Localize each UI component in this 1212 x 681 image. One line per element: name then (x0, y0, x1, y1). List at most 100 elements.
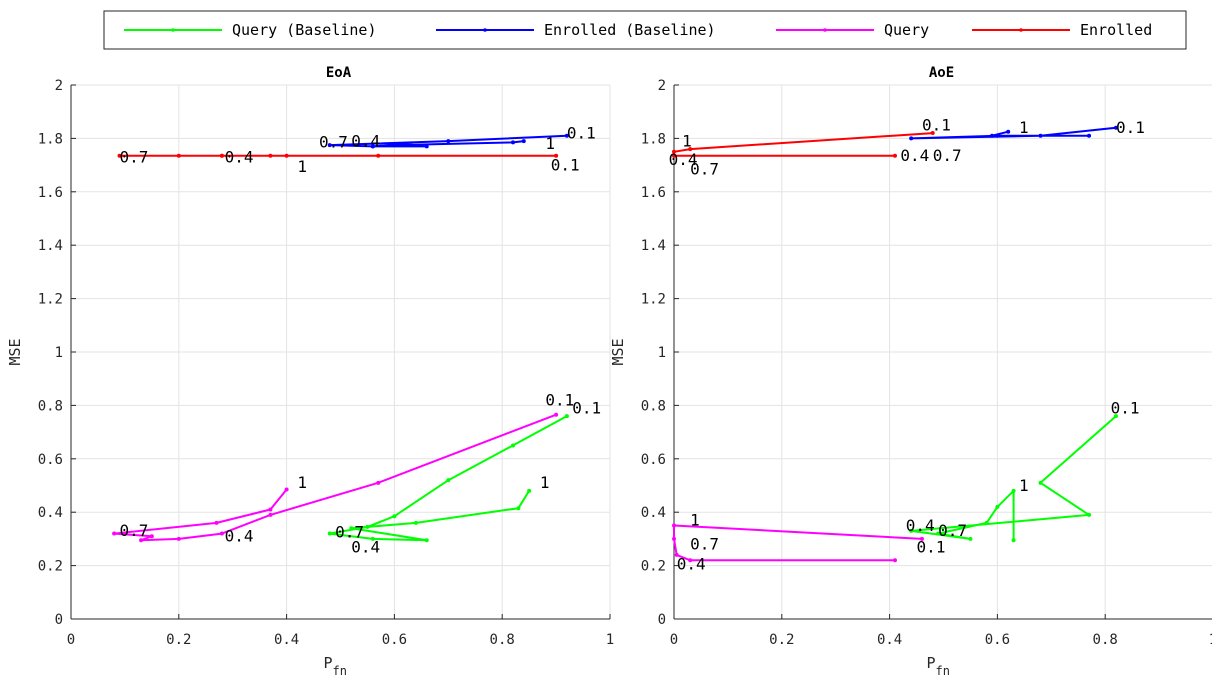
x-tick-label: 0.4 (274, 632, 299, 648)
legend-marker-enrolled-baseline (483, 28, 487, 32)
y-tick-label: 0.8 (641, 398, 666, 414)
data-point-query-baseline (424, 538, 429, 543)
data-point-query (554, 412, 559, 417)
x-tick-label: 0.2 (769, 632, 794, 648)
y-tick-label: 1.2 (38, 292, 63, 308)
point-annotation: 0.1 (551, 155, 580, 174)
data-point-enrolled-baseline (995, 133, 1000, 138)
point-annotation: 0.1 (1111, 398, 1140, 417)
x-tick-label: 0.6 (985, 632, 1010, 648)
series-query-baseline (327, 414, 569, 543)
data-point-query-baseline (446, 478, 451, 483)
x-axis-label-subscript: fn (936, 664, 950, 678)
point-annotation: 1 (690, 511, 700, 530)
x-tick-label: 0.4 (877, 632, 902, 648)
legend: Query (Baseline) Enrolled (Baseline) Que… (103, 10, 1187, 50)
series-query-baseline (909, 414, 1118, 543)
data-point-enrolled (930, 131, 935, 136)
point-annotation: 0.1 (572, 398, 601, 417)
data-point-query-baseline (349, 526, 354, 531)
data-point-enrolled (688, 147, 693, 152)
point-annotation: 0.4 (225, 527, 254, 546)
chart-title: EoA (326, 65, 352, 81)
data-point-query (688, 558, 693, 563)
y-tick-label: 1.2 (641, 292, 666, 308)
legend-label-query: Query (884, 21, 929, 39)
data-point-enrolled-baseline (564, 133, 569, 138)
data-point-enrolled-baseline (446, 139, 451, 144)
x-tick-label: 1 (606, 632, 614, 648)
y-tick-label: 1.8 (641, 131, 666, 147)
y-tick-label: 0 (658, 612, 666, 628)
data-point-query-baseline (995, 504, 1000, 509)
y-tick-label: 1 (658, 345, 666, 361)
point-annotation: 0.7 (938, 521, 967, 540)
data-point-query-baseline (564, 414, 569, 419)
data-point-query-baseline (413, 520, 418, 525)
point-annotation: 0.4 (906, 516, 935, 535)
chart-title: AoE (929, 65, 954, 81)
y-tick-label: 1.4 (38, 238, 63, 254)
point-annotation: 1 (297, 473, 307, 492)
data-point-enrolled (268, 153, 273, 158)
y-tick-label: 0.6 (641, 452, 666, 468)
data-point-enrolled (117, 153, 122, 158)
data-point-query (672, 523, 676, 528)
data-point-enrolled-baseline (424, 144, 429, 149)
point-annotation: 0.1 (545, 390, 574, 409)
plot-eoa: 0 0.2 0.4 0.6 0.8 1 0 0.2 0.4 0.6 0.8 1 1.2 1.4 1.6 1.8… (6, 65, 614, 678)
y-tick-label: 1.6 (38, 185, 63, 201)
point-annotation: 0.7 (933, 146, 962, 165)
data-point-enrolled (376, 153, 381, 158)
data-point-query (892, 558, 897, 563)
y-tick-label: 0.6 (38, 452, 63, 468)
point-annotation: 1 (545, 134, 555, 153)
y-tick-label: 0.4 (641, 505, 666, 521)
data-point-enrolled (284, 153, 289, 158)
data-point-enrolled-baseline (909, 136, 914, 141)
data-point-enrolled-baseline (1006, 129, 1011, 134)
point-annotation: 0.4 (677, 555, 706, 574)
point-annotation: 0.1 (922, 115, 951, 134)
data-point-query-baseline (984, 520, 989, 525)
y-tick-label: 1.8 (38, 131, 63, 147)
series-enrolled (117, 153, 559, 158)
legend-marker-query-baseline (171, 28, 175, 32)
data-point-query-baseline (968, 536, 973, 541)
data-point-query (919, 536, 924, 541)
point-annotation: 1 (682, 131, 692, 150)
data-point-enrolled-baseline (521, 139, 526, 144)
data-point-query-baseline (1011, 538, 1016, 543)
y-tick-label: 2 (658, 78, 666, 94)
point-annotation: 1 (1019, 118, 1029, 137)
data-point-enrolled (672, 149, 676, 154)
grid (70, 84, 611, 620)
y-tick-label: 0.2 (38, 559, 63, 575)
plot-aoe: 0 0.2 0.4 0.6 0.8 1 0 0.2 0.4 0.6 0.8 1 1.2 1.4 1.6 1.8… (609, 65, 1212, 678)
data-point-enrolled-baseline (990, 133, 995, 138)
legend-label-enrolled: Enrolled (1080, 21, 1152, 39)
data-point-enrolled (219, 153, 224, 158)
data-point-query (176, 536, 181, 541)
point-annotation: 0.7 (690, 535, 719, 554)
point-annotation: 0.1 (917, 537, 946, 556)
point-annotation: 0.7 (120, 147, 149, 166)
legend-entry-query-baseline: Query (Baseline) (124, 21, 377, 39)
data-point-query-baseline (1011, 488, 1016, 493)
point-annotation: 1 (540, 473, 550, 492)
legend-entry-enrolled-baseline: Enrolled (Baseline) (436, 21, 716, 39)
data-point-query (219, 531, 224, 536)
data-point-query-baseline (327, 531, 332, 536)
y-tick-label: 1.4 (641, 238, 666, 254)
data-point-query (139, 538, 144, 543)
series-query (672, 523, 924, 563)
y-tick-label: 0.2 (641, 559, 666, 575)
legend-entry-enrolled: Enrolled (972, 21, 1152, 39)
data-point-query (672, 536, 676, 541)
data-point-query (674, 552, 679, 557)
legend-label-query-baseline: Query (Baseline) (232, 21, 377, 39)
data-point-query (284, 487, 289, 492)
series-enrolled-baseline (909, 125, 1118, 141)
series-line-query (673, 524, 922, 562)
data-point-query-baseline (370, 536, 375, 541)
